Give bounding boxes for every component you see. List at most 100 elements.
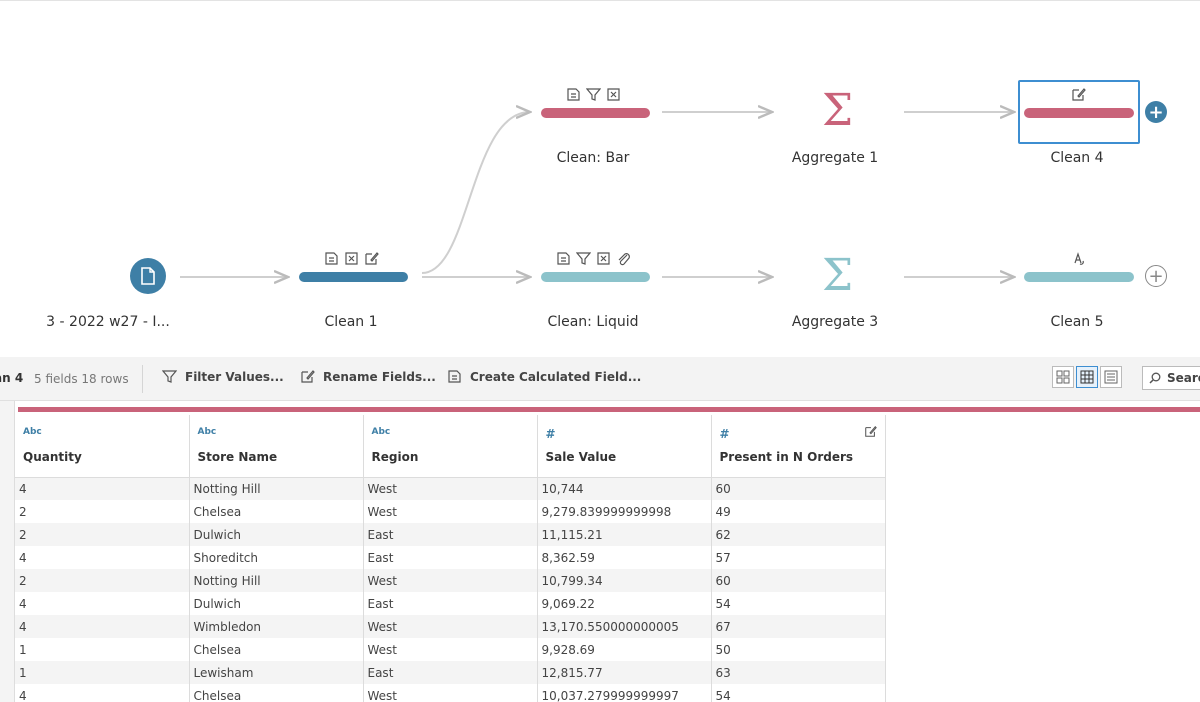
table-cell[interactable]: Dulwich — [189, 592, 364, 615]
table-cell[interactable]: Wimbledon — [189, 615, 364, 638]
table-row[interactable]: 2 Dulwich East 11,115.21 62 — [15, 523, 886, 546]
node-label-clean4[interactable]: Clean 4 — [1050, 150, 1104, 166]
table-cell[interactable]: 50 — [711, 638, 886, 661]
cleanliquid-step-bar[interactable] — [541, 272, 650, 282]
filter-values-label: Filter Values... — [185, 369, 284, 384]
filter-values-button[interactable]: Filter Values... — [162, 369, 284, 384]
rename-fields-label: Rename Fields... — [323, 369, 436, 384]
flow-canvas[interactable]: 3 - 2022 w27 - I... Clean 1 Clean: Bar C… — [0, 0, 1200, 357]
table-cell[interactable]: 54 — [711, 592, 886, 615]
table-row[interactable]: 4 Dulwich East 9,069.22 54 — [15, 592, 886, 615]
node-label-aggregate3[interactable]: Aggregate 3 — [791, 314, 879, 330]
table-cell[interactable]: 4 — [15, 546, 190, 569]
node-label-input[interactable]: 3 - 2022 w27 - I... — [46, 314, 170, 330]
table-cell[interactable]: East — [363, 592, 538, 615]
table-row[interactable]: 4 Notting Hill West 10,744 60 — [15, 477, 886, 500]
column-header[interactable]: Abc Store Name — [189, 415, 364, 478]
table-cell[interactable]: 1 — [15, 661, 190, 684]
string-type-icon[interactable]: Abc — [371, 427, 391, 437]
column-header[interactable]: # Present in N Orders — [711, 415, 886, 478]
table-row[interactable]: 4 Shoreditch East 8,362.59 57 — [15, 546, 886, 569]
table-cell[interactable]: 8,362.59 — [537, 546, 712, 569]
create-calculated-field-button[interactable]: Create Calculated Field... — [447, 369, 641, 384]
table-cell[interactable]: West — [363, 684, 538, 702]
table-cell[interactable]: Chelsea — [189, 638, 364, 661]
table-cell[interactable]: Notting Hill — [189, 477, 364, 500]
string-type-icon[interactable]: Abc — [197, 427, 217, 437]
clean1-step-bar[interactable] — [299, 272, 408, 282]
aggregate3-sigma-icon[interactable]: Σ — [822, 250, 854, 301]
search-field[interactable]: Searc — [1142, 366, 1200, 390]
rename-fields-button[interactable]: Rename Fields... — [300, 369, 436, 384]
table-cell[interactable]: 11,115.21 — [537, 523, 712, 546]
table-cell[interactable]: 4 — [15, 592, 190, 615]
table-cell[interactable]: 60 — [711, 477, 886, 500]
table-cell[interactable]: 2 — [15, 500, 190, 523]
table-cell[interactable]: West — [363, 500, 538, 523]
table-cell[interactable]: East — [363, 523, 538, 546]
table-cell[interactable]: 10,037.279999999997 — [537, 684, 712, 702]
column-header[interactable]: # Sale Value — [537, 415, 712, 478]
column-header[interactable]: Abc Quantity — [15, 415, 190, 478]
table-cell[interactable]: 4 — [15, 684, 190, 702]
table-row[interactable]: 2 Notting Hill West 10,799.34 60 — [15, 569, 886, 592]
table-row[interactable]: 1 Chelsea West 9,928.69 50 — [15, 638, 886, 661]
profile-view-toggle[interactable] — [1052, 366, 1074, 388]
node-label-clean-bar[interactable]: Clean: Bar — [556, 150, 630, 166]
table-cell[interactable]: Lewisham — [189, 661, 364, 684]
list-view-toggle[interactable] — [1100, 366, 1122, 388]
node-label-aggregate1[interactable]: Aggregate 1 — [791, 150, 879, 166]
table-cell[interactable]: 62 — [711, 523, 886, 546]
table-row[interactable]: 2 Chelsea West 9,279.839999999998 49 — [15, 500, 886, 523]
aggregate1-sigma-icon[interactable]: Σ — [822, 85, 854, 136]
table-cell[interactable]: 9,279.839999999998 — [537, 500, 712, 523]
table-cell[interactable]: Dulwich — [189, 523, 364, 546]
number-type-icon[interactable]: # — [719, 427, 730, 441]
table-cell[interactable]: 12,815.77 — [537, 661, 712, 684]
table-cell[interactable]: West — [363, 638, 538, 661]
table-cell[interactable]: 1 — [15, 638, 190, 661]
table-cell[interactable]: West — [363, 569, 538, 592]
table-cell[interactable]: West — [363, 477, 538, 500]
table-cell[interactable]: 2 — [15, 523, 190, 546]
string-type-icon[interactable]: Abc — [23, 427, 42, 437]
table-cell[interactable]: 57 — [711, 546, 886, 569]
clean5-step-bar[interactable] — [1024, 272, 1134, 282]
table-cell[interactable]: 2 — [15, 569, 190, 592]
column-header[interactable]: Abc Region — [363, 415, 538, 478]
input-node-icon[interactable] — [130, 258, 166, 294]
add-step-plus-outline-icon[interactable]: + — [1145, 265, 1167, 287]
calc-field-icon — [557, 252, 570, 265]
table-cell[interactable]: West — [363, 615, 538, 638]
table-cell[interactable]: 49 — [711, 500, 886, 523]
table-cell[interactable]: 67 — [711, 615, 886, 638]
table-cell[interactable]: 4 — [15, 477, 190, 500]
table-cell[interactable]: East — [363, 661, 538, 684]
cleanbar-step-bar[interactable] — [541, 108, 650, 118]
node-label-clean-liquid[interactable]: Clean: Liquid — [547, 314, 639, 330]
table-cell[interactable]: 10,799.34 — [537, 569, 712, 592]
table-row[interactable]: 1 Lewisham East 12,815.77 63 — [15, 661, 886, 684]
table-cell[interactable]: 54 — [711, 684, 886, 702]
table-cell[interactable]: 9,069.22 — [537, 592, 712, 615]
add-step-plus-icon[interactable]: + — [1145, 101, 1167, 123]
number-type-icon[interactable]: # — [545, 427, 556, 441]
table-cell[interactable]: Notting Hill — [189, 569, 364, 592]
table-cell[interactable]: 4 — [15, 615, 190, 638]
node-label-clean1[interactable]: Clean 1 — [324, 314, 378, 330]
node-label-clean5[interactable]: Clean 5 — [1050, 314, 1104, 330]
table-row[interactable]: 4 Chelsea West 10,037.279999999997 54 — [15, 684, 886, 702]
table-row[interactable]: 4 Wimbledon West 13,170.550000000005 67 — [15, 615, 886, 638]
table-cell[interactable]: East — [363, 546, 538, 569]
clean4-selection-box[interactable] — [1018, 80, 1140, 144]
table-cell[interactable]: 63 — [711, 661, 886, 684]
table-cell[interactable]: Chelsea — [189, 500, 364, 523]
table-cell[interactable]: 9,928.69 — [537, 638, 712, 661]
table-cell[interactable]: Chelsea — [189, 684, 364, 702]
table-cell[interactable]: Shoreditch — [189, 546, 364, 569]
table-cell[interactable]: 13,170.550000000005 — [537, 615, 712, 638]
table-cell[interactable]: 60 — [711, 569, 886, 592]
clean4-step-bar[interactable] — [1024, 108, 1134, 118]
table-cell[interactable]: 10,744 — [537, 477, 712, 500]
grid-view-toggle[interactable] — [1076, 366, 1098, 388]
